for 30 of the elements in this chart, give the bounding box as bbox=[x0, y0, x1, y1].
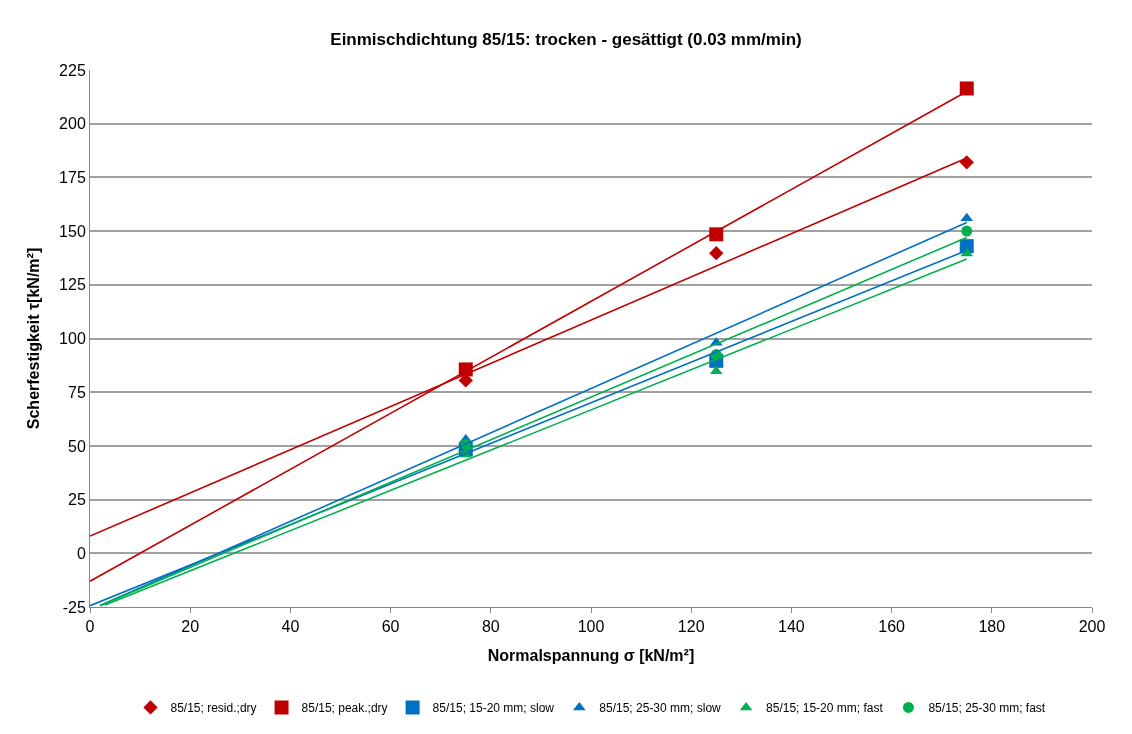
x-tick-label: 80 bbox=[481, 618, 500, 636]
legend-label: 85/15; 25-30 mm; slow bbox=[599, 701, 722, 716]
y-tick-label: 225 bbox=[59, 61, 86, 79]
y-axis-title: Scherfestigkeit τ[kN/m²] bbox=[25, 247, 42, 430]
legend-label: 85/15; 15-20 mm; slow bbox=[432, 701, 555, 716]
x-tick-label: 120 bbox=[677, 618, 705, 636]
legend-label: 85/15; resid.;dry bbox=[170, 701, 257, 716]
x-tick-label: 60 bbox=[381, 618, 400, 636]
y-tick-label: 125 bbox=[59, 276, 86, 294]
x-tick-label: 160 bbox=[878, 618, 906, 636]
x-tick-label: 40 bbox=[281, 618, 300, 636]
x-axis-title: Normalspannung σ [kN/m²] bbox=[487, 646, 695, 664]
y-tick-label: 0 bbox=[76, 544, 86, 562]
chart-title: Einmischdichtung 85/15: trocken - gesättigt (0.03 mm/min) bbox=[330, 29, 802, 49]
x-tick-label: 200 bbox=[1078, 618, 1106, 636]
x-tick-label: 100 bbox=[577, 618, 605, 636]
legend-label: 85/15; 25-30 mm; fast bbox=[928, 701, 1046, 716]
y-tick-label: 25 bbox=[68, 491, 86, 509]
y-tick-label: 150 bbox=[59, 222, 86, 240]
legend-label: 85/15; 15-20 mm; fast bbox=[766, 701, 884, 716]
x-tick-label: 180 bbox=[978, 618, 1006, 636]
x-tick-label: 140 bbox=[778, 618, 805, 636]
legend-label: 85/15; peak.;dry bbox=[301, 701, 388, 716]
y-tick-label: -25 bbox=[62, 598, 86, 616]
y-tick-label: 175 bbox=[59, 169, 86, 186]
y-tick-label: 75 bbox=[68, 383, 86, 401]
x-tick-label: 20 bbox=[181, 618, 200, 636]
y-tick-label: 50 bbox=[68, 437, 86, 455]
y-tick-label: 100 bbox=[59, 330, 86, 348]
y-tick-label: 200 bbox=[59, 115, 86, 133]
